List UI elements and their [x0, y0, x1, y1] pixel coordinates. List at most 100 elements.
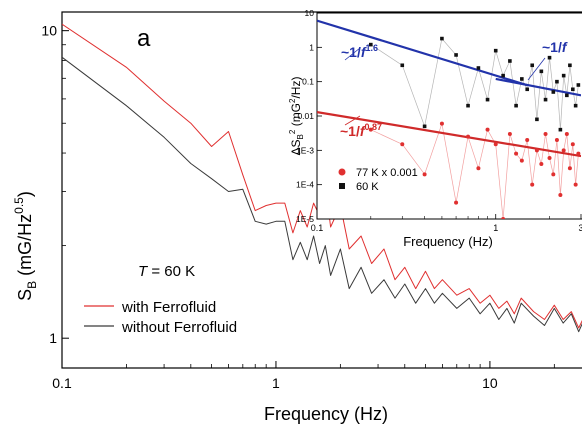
legend-label-without-ferrofluid: without Ferrofluid	[121, 319, 237, 336]
inset-y-tick-label: 1E-3	[296, 145, 314, 155]
inset-point-77k	[564, 131, 569, 136]
inset-point-60k	[520, 77, 524, 81]
inset-point-60k	[514, 103, 518, 108]
inset-point-77k	[501, 217, 506, 219]
main-plot-frame	[61, 11, 582, 369]
inset-y-tick-label: 1	[309, 42, 314, 52]
main-y-label-superscript: 0.5	[12, 197, 26, 214]
main-y-tick-label: 10	[41, 23, 57, 39]
inset-point-60k	[561, 73, 566, 78]
inset-point-77k	[439, 121, 444, 126]
series-line-with-ferrofluid	[62, 23, 582, 329]
inset-point-60k	[508, 59, 512, 63]
inset-point-60k	[440, 36, 444, 41]
inset-point-77k	[551, 172, 556, 177]
inset-point-77k	[534, 148, 539, 153]
fit-label-slope-0-87: ~1/f0.87	[340, 122, 382, 139]
inset-connector-77k	[370, 122, 579, 219]
inset-x-tick-label: 3	[578, 223, 582, 233]
inset-point-77k	[543, 131, 548, 136]
panel-label: a	[137, 25, 151, 52]
temperature-symbol: T	[138, 263, 149, 280]
inset-point-77k	[519, 158, 524, 163]
fit-label-1-6-prefix: ~1/	[341, 44, 361, 60]
series-line-without-ferrofluid	[62, 56, 582, 333]
inset-y-label-unit: (mG	[289, 103, 303, 130]
inset-point-60k	[571, 87, 575, 92]
inset-point-77k	[466, 134, 471, 139]
main-y-label-subscript: B	[25, 281, 39, 289]
inset-point-77k	[454, 200, 459, 205]
fit-label-0-87-pointer	[344, 115, 361, 126]
inset-point-77k	[485, 127, 490, 132]
inset-y-label-superscript: 2	[288, 129, 297, 134]
fit-label-0-87-prefix: ~1/	[340, 123, 360, 139]
main-x-axis-label: Frequency (Hz)	[264, 404, 388, 424]
inset-point-60k	[539, 69, 544, 74]
inset-x-tick-label: 0.1	[311, 223, 324, 233]
inset-point-60k	[530, 63, 535, 68]
inset-point-60k	[454, 53, 458, 57]
inset-y-label-unit-superscript: 2	[288, 98, 297, 103]
fit-label-slope-1-6: ~1/f1.6	[341, 43, 378, 60]
inset-point-77k	[573, 182, 578, 187]
inset-point-60k	[565, 93, 569, 98]
inset-x-axis-label: Frequency (Hz)	[403, 234, 493, 249]
inset-point-77k	[525, 137, 530, 142]
fit-label-1-pointer	[527, 57, 546, 81]
inset-point-77k	[368, 127, 373, 132]
main-ticks: 0.1 1 10 1 10	[41, 23, 555, 391]
inset-legend-label-77k: 77 K x 0.001	[356, 167, 418, 179]
inset-point-77k	[514, 151, 519, 156]
inset-point-60k	[535, 117, 539, 122]
inset-point-77k	[558, 193, 563, 198]
fit-label-1-6-f: f	[361, 44, 367, 60]
inset-point-60k	[551, 90, 556, 94]
fit-label-0-87-exponent: 0.87	[365, 122, 383, 132]
fit-label-0-87-f: f	[360, 123, 366, 139]
main-y-label-symbol: S	[15, 289, 35, 301]
inset-point-60k	[573, 103, 578, 108]
temperature-annotation: T = 60 K	[138, 263, 195, 280]
inset-ticks: 0.1 1 3 10 1 0.1 0.01 1E-3 1E-4 1E-5	[296, 8, 582, 233]
fit-label-1-prefix: ~1/	[542, 39, 562, 55]
main-y-label-unit-close: )	[15, 191, 35, 197]
inset-point-77k	[561, 148, 566, 153]
main-y-tick-label: 1	[49, 330, 57, 346]
inset-y-tick-label: 1E-4	[296, 180, 314, 190]
inset-y-tick-label: 0.1	[302, 77, 314, 87]
inset-point-60k	[422, 124, 427, 129]
inset-point-77k	[530, 182, 535, 187]
inset-point-60k	[466, 103, 470, 108]
fit-label-1-f: f	[562, 39, 568, 55]
inset-point-77k	[476, 166, 481, 171]
inset-point-60k	[525, 87, 529, 92]
inset-point-77k	[567, 166, 572, 171]
inset-series-group	[317, 19, 581, 219]
inset-point-60k	[555, 79, 559, 84]
inset-point-77k	[422, 172, 427, 177]
inset-point-77k	[493, 142, 498, 147]
main-legend: with Ferrofluid without Ferrofluid	[84, 299, 237, 336]
inset-legend-marker-77k	[338, 168, 346, 176]
inset-y-label-subscript: B	[296, 134, 305, 139]
inset-point-77k	[576, 151, 581, 156]
fit-label-1-6-pointer	[344, 47, 361, 61]
inset-point-77k	[570, 142, 575, 147]
inset-x-tick-label: 1	[493, 223, 498, 233]
inset-point-60k	[485, 97, 490, 102]
inset-point-60k	[369, 42, 373, 47]
inset-y-axis-label: ΔSB2 (mG2/Hz)	[288, 77, 305, 156]
inset-y-tick-label: 0.01	[297, 111, 314, 121]
main-x-tick-label: 1	[272, 375, 280, 391]
inset-legend-label-60k: 60 K	[356, 181, 379, 193]
inset-point-77k	[554, 137, 559, 142]
fit-line-slope-1	[495, 77, 581, 97]
inset-point-60k	[568, 63, 572, 68]
main-x-tick-label: 0.1	[52, 375, 72, 391]
inset-point-77k	[539, 161, 544, 166]
inset-legend-marker-60k	[339, 183, 345, 189]
fit-line-slope-1-6	[317, 19, 528, 87]
inset-point-60k	[543, 97, 548, 102]
